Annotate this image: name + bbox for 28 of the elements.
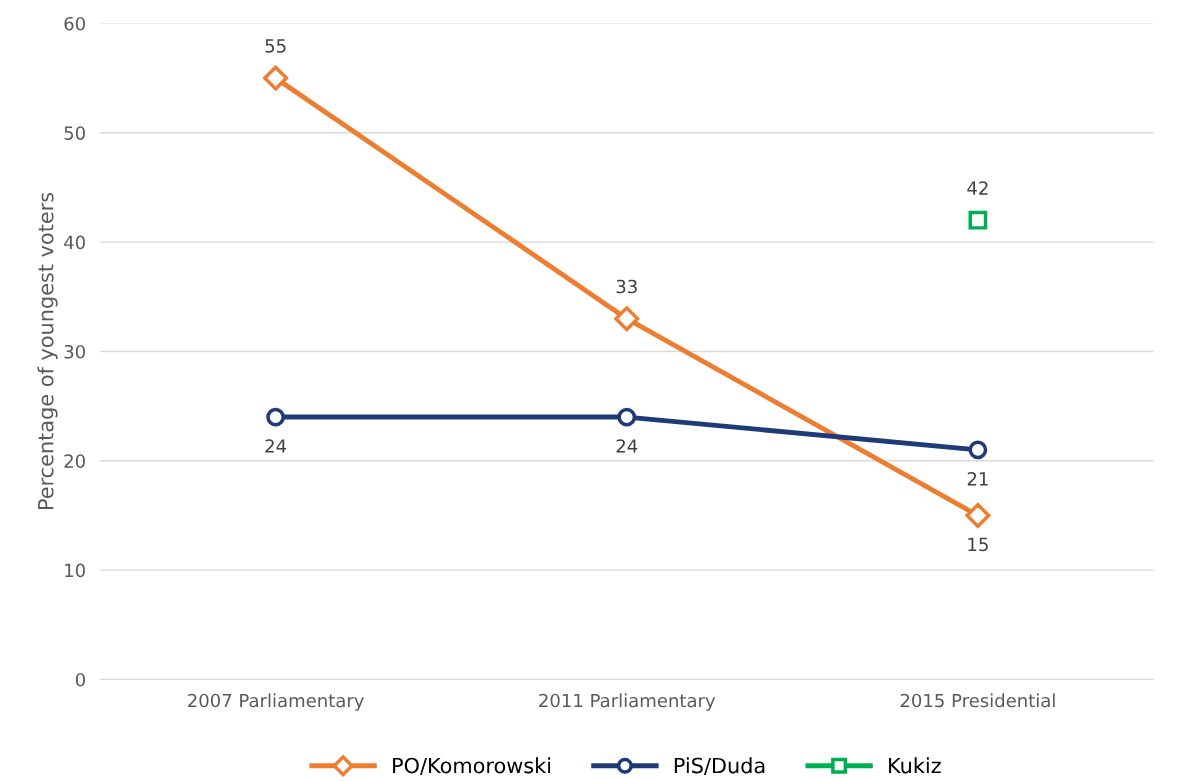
data-label: 21 xyxy=(967,471,988,486)
x-tick-label: 2007 Parliamentary xyxy=(188,693,364,711)
y-tick-label: 40 xyxy=(64,235,85,250)
y-tick-label: 60 xyxy=(64,16,85,31)
legend-label: PiS/Duda xyxy=(674,757,765,776)
x-tick-label: 2015 Presidential xyxy=(900,693,1055,708)
y-axis-title: Percentage of youngest voters xyxy=(37,192,58,509)
data-label: 24 xyxy=(616,439,638,453)
point xyxy=(263,65,289,91)
point xyxy=(968,440,988,460)
y-tick-label: 20 xyxy=(64,454,85,468)
point xyxy=(614,306,640,332)
x-tick-label: 2011 Parliamentary xyxy=(539,693,716,711)
data-label: 42 xyxy=(967,181,988,195)
y-tick-label: 10 xyxy=(65,563,85,578)
point xyxy=(617,407,637,427)
point xyxy=(968,210,988,230)
legend-label: PO/Komorowski xyxy=(393,757,551,776)
data-label: 55 xyxy=(265,39,286,53)
y-tick-label: 50 xyxy=(64,126,85,140)
data-label: 24 xyxy=(265,439,287,453)
y-tick-label: 30 xyxy=(64,344,85,359)
data-label: 15 xyxy=(968,537,988,552)
data-label: 33 xyxy=(616,279,637,294)
legend-label: Kukiz xyxy=(889,757,941,774)
y-tick-label: 0 xyxy=(75,672,85,687)
point xyxy=(266,407,285,427)
point xyxy=(965,502,991,528)
